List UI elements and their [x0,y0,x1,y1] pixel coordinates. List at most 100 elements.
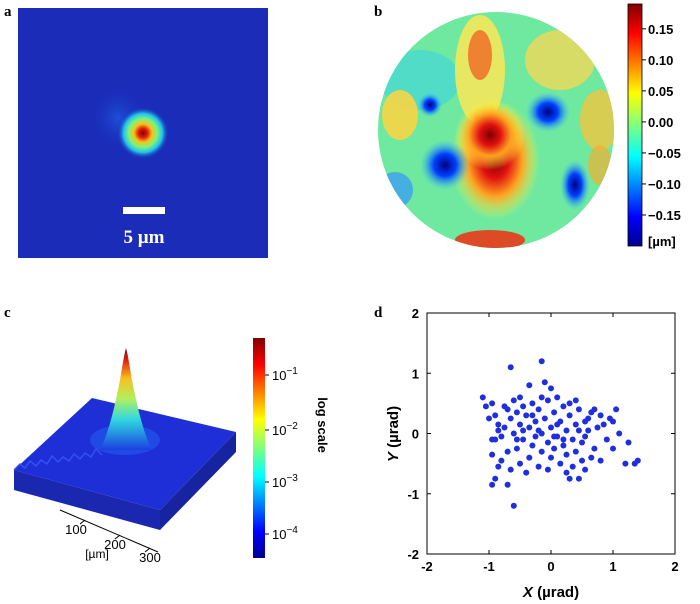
panel-d-scatter-point [495,421,502,428]
panel-d-scatter-point [572,397,579,404]
panel-d-scatter-point [510,430,517,437]
panel-d-scatter-point [523,469,530,476]
panel-d-scatter-point [613,406,620,413]
panel-d-scatter-point [572,448,579,455]
panel-d-scatter-point [603,436,610,443]
panel-d-ylabel-unit: (µrad) [385,406,402,452]
panel-c-peak [100,348,152,450]
panel-c-axis-unit: [µm] [85,547,109,561]
panel-c-surface-side [160,432,236,530]
panel-d-scatter-point [510,502,517,509]
panel-d-scatter-point [520,403,527,410]
panel-b-colorbar-ticklabel: 0.15 [648,22,673,37]
panel-c-tick-200: 200 [104,537,126,552]
panel-d-scatter-point [597,457,604,464]
panel-c-tick-100: 100 [65,522,87,537]
panel-d-scatter-point [551,445,558,452]
panel-d-scatter-point [569,436,576,443]
panel-b-colorbar-ticklabel: 0.05 [648,84,673,99]
panel-d-scatter-point [486,415,492,422]
panel-d-xlabel: X (µrad) [522,584,579,601]
panel-d-scatter-point [616,430,623,437]
panel-d-scatter-point [575,406,582,413]
panel-d-scatter-point [529,400,536,407]
panel-d-scatter-point [479,394,486,401]
panel-label-d: d [374,305,383,321]
panel-d-scatter-point [513,436,520,443]
panel-d-xlabel-unit: (µrad) [533,584,579,601]
panel-d-scatter-point [492,412,499,419]
panel-d-scatter-point [566,412,573,419]
panel-d-scatter-point [548,385,554,392]
panel-d-scatter-point [551,409,558,416]
panel-d-scatter-point [517,421,523,428]
panel-d-scatter-point [523,412,530,419]
panel-label-b: b [374,4,383,20]
panel-label-a: a [4,4,12,20]
panel-c-colorbar [253,338,265,558]
panel-d-xticklabel: 2 [671,559,678,574]
panel-d-xticklabel: 0 [547,559,554,574]
panel-d-points [479,358,641,509]
panel-d-scatter-point [535,406,542,413]
panel-c-tick-300: 300 [139,550,161,565]
panel-d-scatter-point [504,481,511,488]
panel-c-axis [59,509,159,553]
panel-d-scatter-point [575,427,582,434]
panel-d-plot-area [426,312,676,555]
panel-a-spot [117,107,169,159]
panel-a-scale-bar-label: 5 µm [123,227,164,248]
panel-c-colorbar-ticklabel: 10−2 [272,421,298,438]
panel-c-colorbar-ticklabel: 10−4 [272,525,298,542]
panel-b-colorbar-ticklabel: −0.05 [648,146,681,161]
panel-d-xlabel-var: X [522,584,534,601]
panel-d-yticklabel: -1 [407,487,419,502]
panel-d-scatter-point [482,403,489,410]
panel-d-scatter-point [520,436,527,443]
panel-d-scatter-point [554,394,561,401]
panel-d-scatter-point [575,475,582,482]
panel-b-colorbar-ticklabel: 0.00 [648,115,673,130]
panel-d-scatter-point [507,466,514,473]
panel-c-surface-noise [13,447,103,471]
panel-d-scatter-point [520,427,527,434]
panel-c-colorbar-ticks: 10−1 10−2 10−3 10−4 [265,366,298,542]
panel-d-scatter-point [495,463,502,470]
panel-b-colorbar-ticklabel: −0.10 [648,177,681,192]
panel-label-c: c [4,305,11,321]
panel-d-scatter-point [557,460,564,467]
panel-d-scatter-point [535,463,542,470]
panel-d-scatter-point [560,442,567,449]
panel-d-scatter-point [563,469,570,476]
panel-d-scatter-point [501,424,508,431]
panel-d-scatter-point [591,445,598,452]
panel-d-scatter-point [541,379,548,386]
panel-d-scatter-point [541,415,548,422]
panel-c-axis-ticks [79,519,151,553]
panel-d-scatter-point [566,475,573,482]
panel-d-scatter-point [594,424,601,431]
panel-d-scatter-point [492,475,499,482]
panel-d-scatter-point [526,454,533,461]
panel-d-scatter-point [498,457,505,464]
panel-d-scatter-point [501,403,508,410]
panel-d-scatter-point [532,433,539,440]
panel-d-yticklabel: 1 [412,366,419,381]
panel-d-scatter-point [551,433,558,440]
panel-c-colorbar-ticklabel: 10−3 [272,473,298,490]
panel-c-colorbar-ticklabel: 10−1 [272,366,298,383]
panel-d-scatter-point [538,394,545,401]
panel-d-scatter-point [548,424,554,431]
panel-d-scatter-point [548,454,554,461]
panel-c-surface-front [14,470,160,530]
panel-d-scatter-point [572,421,579,428]
panel-d-scatter-point [560,436,567,443]
panel-d-scatter-point [532,418,539,425]
panel-d-xticklabel: -1 [483,559,495,574]
panel-d-scatter-point [597,412,604,419]
panel-d-scatter-point [563,427,570,434]
panel-d-scatter-point [489,436,496,443]
